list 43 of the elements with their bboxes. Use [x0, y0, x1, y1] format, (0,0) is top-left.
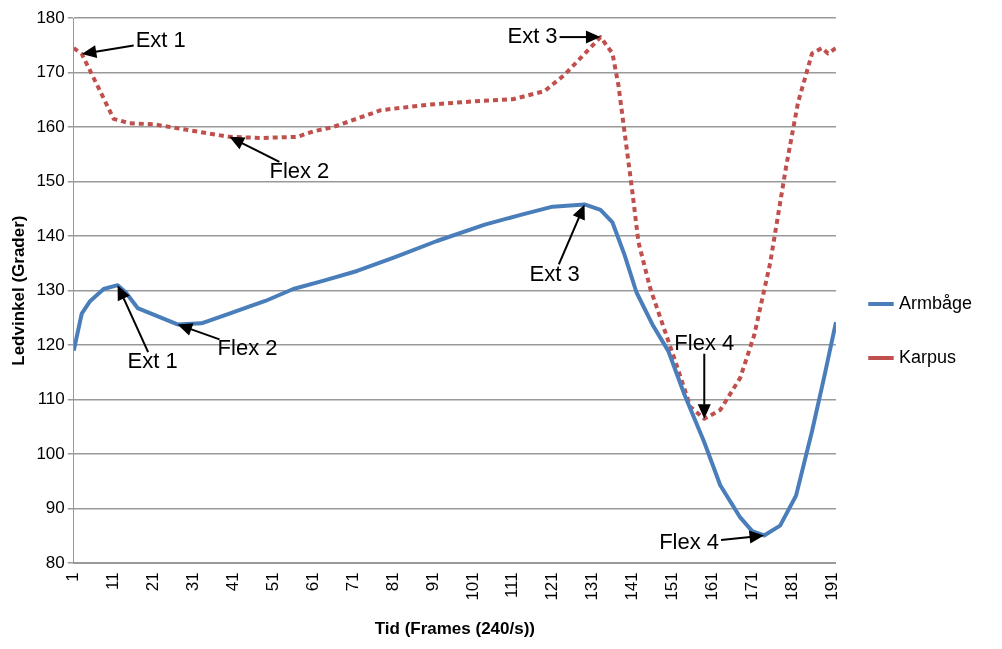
x-tick-label: 171: [741, 572, 761, 601]
x-tick-label: 11: [103, 572, 123, 590]
x-tick-label: 121: [542, 572, 562, 601]
x-tick-label: 21: [143, 572, 163, 592]
y-tick-label: 100: [36, 443, 65, 463]
annotation: Ext 3: [529, 260, 580, 286]
x-tick-label: 61: [302, 572, 322, 592]
annotation: Flex 2: [217, 335, 278, 361]
x-tick-label: 181: [781, 572, 801, 601]
annotation: Ext 1: [135, 27, 186, 53]
y-tick-label: 170: [36, 62, 65, 82]
x-tick-label: 71: [342, 572, 362, 592]
y-axis-title: Ledvinkel (Grader): [8, 215, 28, 366]
annotation: Ext 1: [127, 348, 178, 374]
annotation: Flex 4: [659, 529, 720, 555]
x-tick-label: 91: [422, 572, 442, 592]
x-tick-label: 1: [63, 572, 83, 582]
y-tick-label: 130: [36, 280, 65, 300]
x-tick-label: 151: [662, 572, 682, 601]
y-tick-label: 140: [36, 225, 65, 245]
x-tick-label: 161: [701, 572, 721, 601]
annotation: Ext 3: [507, 23, 558, 49]
y-tick-label: 90: [45, 498, 65, 518]
annotation: Flex 2: [269, 157, 330, 183]
x-tick-label: 41: [223, 572, 243, 592]
x-tick-label: 31: [183, 572, 203, 592]
y-tick-label: 110: [37, 389, 65, 409]
x-tick-label: 111: [502, 572, 522, 599]
y-tick-label: 150: [36, 171, 65, 191]
x-tick-label: 191: [821, 572, 841, 601]
y-tick-label: 120: [36, 334, 65, 354]
y-tick-label: 80: [45, 552, 65, 572]
x-tick-label: 101: [462, 572, 482, 601]
x-tick-label: 51: [262, 572, 282, 592]
y-tick-label: 180: [36, 7, 65, 27]
x-tick-label: 81: [382, 572, 402, 592]
x-tick-label: 141: [622, 572, 642, 601]
annotation: Flex 4: [674, 329, 735, 355]
x-tick-label: 131: [582, 572, 602, 601]
legend-label: Karpus: [898, 346, 957, 367]
x-axis-title: Tid (Frames (240/s)): [374, 619, 536, 639]
legend-label: Armbåge: [898, 292, 973, 313]
y-tick-label: 160: [36, 116, 65, 136]
